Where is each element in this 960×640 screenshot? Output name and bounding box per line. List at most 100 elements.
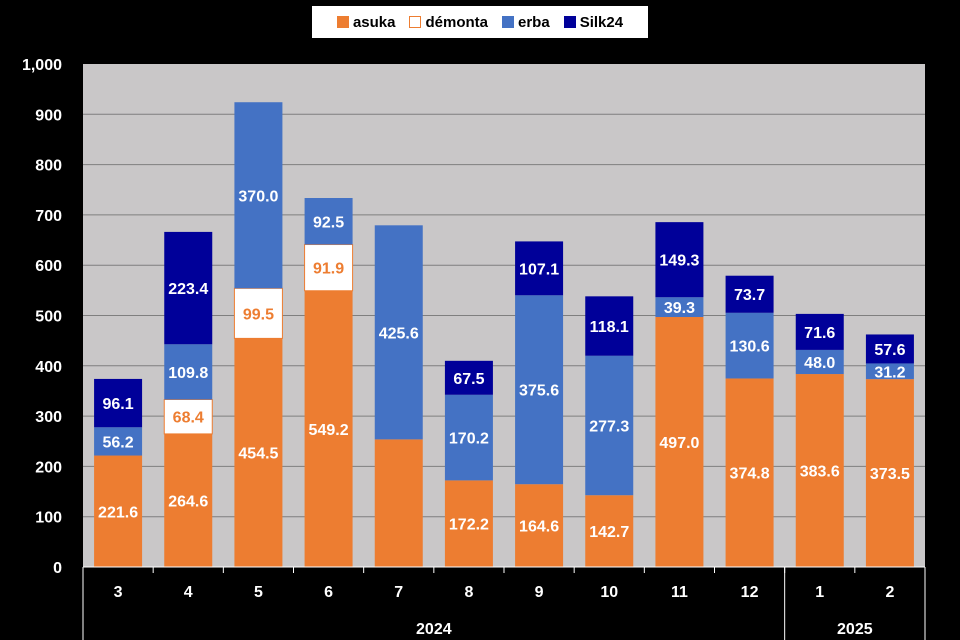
data-label: 383.6	[800, 464, 840, 481]
y-tick-label: 900	[35, 107, 62, 124]
bar-asuka	[304, 290, 353, 567]
data-label: 170.2	[449, 431, 489, 448]
bar-erba	[234, 102, 283, 289]
bar-dmonta	[304, 244, 354, 292]
data-label: 172.2	[449, 517, 489, 534]
bar-erba	[374, 225, 423, 440]
legend-item: démonta	[409, 14, 488, 31]
bar-asuka	[585, 495, 634, 567]
legend-item: Silk24	[563, 13, 624, 31]
legend-swatch	[336, 16, 349, 28]
data-label: 73.7	[734, 287, 765, 304]
data-label: 497.0	[659, 435, 699, 452]
data-label: 549.2	[309, 422, 349, 439]
data-label: 142.7	[589, 524, 629, 541]
legend-swatch	[502, 16, 514, 28]
y-tick-label: 700	[35, 208, 62, 225]
data-label: 57.6	[874, 342, 905, 359]
data-label: 221.6	[98, 504, 138, 521]
bar-silk24	[585, 296, 634, 356]
bar-silk24	[795, 313, 844, 350]
x-tick-label: 10	[600, 584, 618, 601]
bar-dmonta	[163, 399, 213, 435]
bar-asuka	[94, 455, 143, 567]
data-label: 264.6	[168, 493, 208, 510]
x-tick-label: 4	[184, 584, 193, 601]
x-tick-label: 8	[464, 584, 473, 601]
data-labels: 221.6 56.2 96.1 264.6 68.4 109.8 223.4 454.5 99.…	[98, 188, 910, 541]
bar-erba	[585, 355, 634, 496]
x-tick-label: 5	[254, 584, 263, 601]
bar-silk24	[444, 360, 493, 395]
data-label: 454.5	[238, 446, 278, 463]
data-label: 130.6	[730, 339, 770, 356]
bar-erba	[94, 427, 143, 456]
bar-silk24	[725, 275, 774, 313]
data-label: 107.1	[519, 261, 559, 278]
data-label: 39.3	[664, 300, 695, 317]
bar-erba	[164, 344, 213, 400]
data-label: 109.8	[168, 365, 208, 382]
x-group-label: 2024	[416, 621, 452, 638]
y-tick-label: 1,000	[22, 57, 62, 74]
bar-asuka	[725, 378, 774, 567]
x-tick-label: 6	[324, 584, 333, 601]
bar-dmonta	[233, 287, 283, 339]
bar-asuka	[865, 379, 914, 567]
legend: asuka démonta erba Silk24	[312, 6, 648, 38]
legend-label: Silk24	[579, 13, 624, 31]
data-label: 92.5	[313, 214, 344, 231]
y-tick-label: 0	[53, 560, 62, 577]
y-tick-label: 300	[35, 409, 62, 426]
legend-label: erba	[518, 13, 550, 31]
data-label: 48.0	[804, 355, 835, 372]
legend-swatch	[563, 16, 576, 28]
bar-erba	[655, 297, 704, 318]
x-tick-label: 2	[885, 584, 894, 601]
y-tick-label: 800	[35, 158, 62, 175]
data-label: 67.5	[453, 371, 484, 388]
bars	[94, 102, 914, 567]
bar-asuka	[164, 433, 213, 567]
bar-asuka	[655, 317, 704, 567]
bar-asuka	[515, 484, 564, 567]
legend-label: démonta	[425, 13, 488, 31]
y-axis: 0 100 200 300 400 500 600 700 800 900 1,000	[22, 57, 62, 577]
gridlines	[83, 113, 925, 518]
x-tick-label: 1	[815, 584, 824, 601]
data-label: 375.6	[519, 383, 559, 400]
y-tick-label: 200	[35, 459, 62, 476]
bar-asuka	[234, 338, 283, 567]
data-label: 91.9	[313, 261, 344, 278]
x-tick-label: 7	[394, 584, 403, 601]
y-tick-label: 400	[35, 359, 62, 376]
data-label: 373.5	[870, 466, 910, 483]
legend-swatch	[409, 16, 422, 28]
x-tick-label: 9	[535, 584, 544, 601]
data-label: 149.3	[659, 253, 699, 270]
legend-label: asuka	[352, 13, 396, 31]
bar-asuka	[795, 374, 844, 567]
data-label: 164.6	[519, 519, 559, 536]
bar-erba	[304, 197, 353, 245]
x-tick-label: 3	[114, 584, 123, 601]
data-label: 223.4	[168, 281, 208, 298]
data-label: 56.2	[103, 434, 134, 451]
legend-item: asuka	[336, 13, 396, 31]
y-tick-label: 100	[35, 510, 62, 527]
bar-erba	[725, 312, 774, 379]
data-label: 99.5	[243, 306, 274, 323]
data-label: 277.3	[589, 418, 629, 435]
legend-item: erba	[502, 14, 550, 31]
data-label: 118.1	[590, 319, 629, 336]
bar-silk24	[655, 222, 704, 298]
bar-erba	[865, 363, 914, 380]
data-label: 374.8	[730, 466, 770, 483]
data-label: 71.6	[804, 325, 835, 342]
bar-silk24	[515, 241, 564, 296]
data-label: 68.4	[173, 410, 204, 427]
x-tick-label: 11	[671, 584, 688, 601]
data-label: 425.6	[379, 325, 419, 342]
